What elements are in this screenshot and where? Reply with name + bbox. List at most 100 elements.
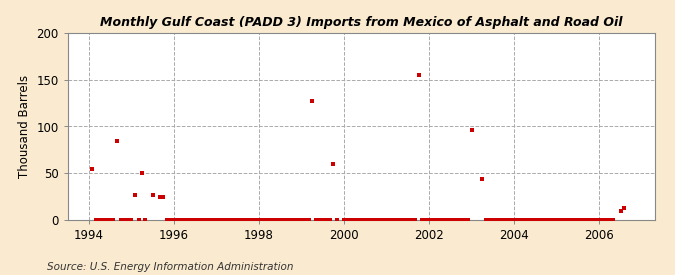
Point [559, 218, 570, 222]
Point [371, 218, 381, 222]
Point [448, 218, 459, 222]
Point [509, 218, 520, 222]
Point [516, 218, 527, 222]
Point [94, 218, 105, 222]
Point [300, 218, 310, 222]
Point [342, 218, 353, 222]
Point [463, 218, 474, 222]
Point [350, 218, 360, 222]
Point [236, 218, 246, 222]
Point [421, 218, 431, 222]
Point [594, 218, 605, 222]
Point [339, 218, 350, 222]
Point [293, 218, 304, 222]
Point [240, 218, 250, 222]
Point [619, 206, 630, 210]
Point [221, 218, 232, 222]
Point [123, 218, 134, 222]
Point [101, 218, 112, 222]
Y-axis label: Thousand Barrels: Thousand Barrels [18, 75, 30, 178]
Point [548, 218, 559, 222]
Point [487, 218, 498, 222]
Text: Source: U.S. Energy Information Administration: Source: U.S. Energy Information Administ… [47, 262, 294, 272]
Point [204, 218, 215, 222]
Point [303, 218, 314, 222]
Point [591, 218, 601, 222]
Point [331, 218, 342, 222]
Point [399, 218, 410, 222]
Point [136, 171, 147, 175]
Point [566, 218, 576, 222]
Point [176, 218, 186, 222]
Point [466, 128, 477, 133]
Point [526, 218, 537, 222]
Point [193, 218, 204, 222]
Point [616, 208, 626, 213]
Point [169, 218, 180, 222]
Point [406, 218, 416, 222]
Point [119, 218, 130, 222]
Point [569, 218, 580, 222]
Point [200, 218, 211, 222]
Point [374, 218, 385, 222]
Point [392, 218, 403, 222]
Point [576, 218, 587, 222]
Point [232, 218, 243, 222]
Point [520, 218, 531, 222]
Point [402, 218, 413, 222]
Point [413, 73, 424, 77]
Point [289, 218, 300, 222]
Point [158, 194, 169, 199]
Point [608, 218, 619, 222]
Point [367, 218, 378, 222]
Point [353, 218, 364, 222]
Point [346, 218, 356, 222]
Point [314, 218, 325, 222]
Point [105, 218, 115, 222]
Point [261, 218, 271, 222]
Point [356, 218, 367, 222]
Point [530, 218, 541, 222]
Point [431, 218, 442, 222]
Point [140, 218, 151, 222]
Point [172, 218, 183, 222]
Point [523, 218, 534, 222]
Point [580, 218, 591, 222]
Point [218, 218, 229, 222]
Point [562, 218, 573, 222]
Point [179, 218, 190, 222]
Point [459, 218, 470, 222]
Point [381, 218, 392, 222]
Point [208, 218, 219, 222]
Point [328, 162, 339, 166]
Point [112, 138, 123, 143]
Point [427, 218, 438, 222]
Point [410, 218, 421, 222]
Title: Monthly Gulf Coast (PADD 3) Imports from Mexico of Asphalt and Road Oil: Monthly Gulf Coast (PADD 3) Imports from… [100, 16, 622, 29]
Point [147, 192, 158, 197]
Point [445, 218, 456, 222]
Point [161, 218, 172, 222]
Point [378, 218, 389, 222]
Point [182, 218, 193, 222]
Point [360, 218, 371, 222]
Point [456, 218, 466, 222]
Point [254, 218, 265, 222]
Point [555, 218, 566, 222]
Point [587, 218, 597, 222]
Point [296, 218, 307, 222]
Point [126, 218, 137, 222]
Point [441, 218, 452, 222]
Point [438, 218, 449, 222]
Point [498, 218, 509, 222]
Point [243, 218, 254, 222]
Point [435, 218, 446, 222]
Point [477, 177, 488, 181]
Point [605, 218, 616, 222]
Point [87, 166, 98, 171]
Point [133, 218, 144, 222]
Point [278, 218, 289, 222]
Point [506, 218, 516, 222]
Point [573, 218, 584, 222]
Point [108, 218, 119, 222]
